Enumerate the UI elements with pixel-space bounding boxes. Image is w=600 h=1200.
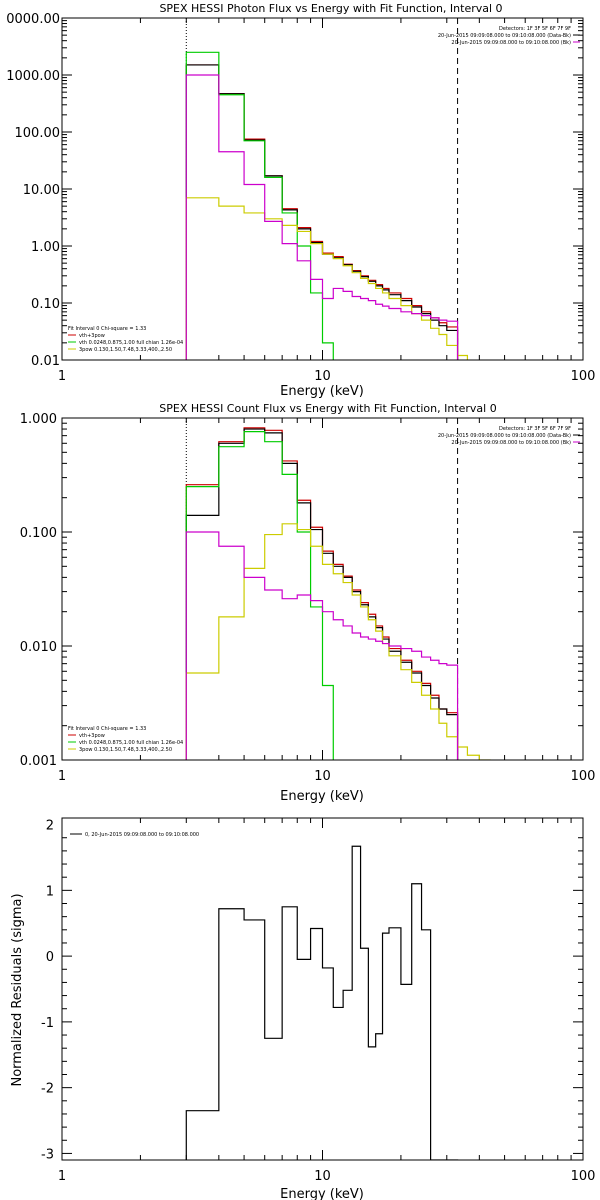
info-line: 20-Jun-2015 09:09:08.000 to 09:10:08.000…: [451, 440, 571, 446]
count-flux-xlabel: Energy (keV): [280, 789, 364, 804]
series-0-histogram: [185, 427, 459, 760]
y-tick-label: 0.010: [20, 640, 57, 655]
photon-flux-panel: SPEX HESSI Photon Flux vs Energy with Fi…: [6, 2, 595, 399]
legend-entry: 0, 20-Jun-2015 09:09:08.000 to 09:10:08.…: [85, 832, 199, 838]
photon-flux-marks: 1 10 100 0.01 0.10 1.00 10.00 100.00 1000.00 0000…: [6, 12, 595, 384]
x-tick-label: 1: [58, 1169, 66, 1184]
y-tick-label: 0000.00: [6, 12, 60, 27]
count-flux-panel: SPEX HESSI Count Flux vs Energy with Fit…: [20, 402, 596, 804]
legend-entry: vth 0.0248,0.875,1.00 full chian 1.26e-0…: [79, 340, 183, 346]
y-tick-label: 1.00: [31, 240, 60, 255]
series-1-histogram: [185, 428, 459, 760]
y-tick-label: 1000.00: [6, 69, 60, 84]
info-line: 20-Jun-2015 09:09:08.000 to 09:10:08.000…: [438, 433, 571, 439]
x-tick-label: 10: [314, 369, 331, 384]
series-4-histogram: [185, 74, 459, 360]
y-tick-label: 1: [46, 884, 54, 899]
y-tick-label: -3: [41, 1147, 54, 1162]
residuals-xlabel: Energy (keV): [280, 1187, 364, 1200]
legend-entry: 3pow 0.130,1.50,7.48,3.33,400.,2.50: [79, 347, 172, 353]
residuals-marks: 1 10 100 -3 -2 -1 0 1 2 0, 20-Jun-2015 09:09:08.0…: [41, 818, 595, 1184]
legend-entry: vth+3pow: [79, 733, 105, 739]
residuals-axes-frame: [61, 817, 584, 1161]
y-tick-label: 2: [46, 819, 54, 834]
x-tick-label: 100: [571, 369, 596, 384]
y-tick-label: 0.001: [20, 754, 57, 769]
y-tick-label: -2: [41, 1082, 54, 1097]
y-tick-label: -1: [41, 1016, 54, 1031]
series-2-histogram: [185, 430, 334, 760]
series-4-histogram: [185, 531, 459, 760]
y-tick-label: 100.00: [15, 126, 61, 141]
y-tick-label: 0.10: [31, 297, 60, 312]
y-tick-label: 1.000: [20, 412, 57, 427]
residuals-panel: 1 10 100 -3 -2 -1 0 1 2 0, 20-Jun-2015 09:09:08.0…: [10, 817, 595, 1200]
x-tick-label: 100: [571, 1169, 596, 1184]
legend-entry: Fit Interval 0 Chi-square = 1.33: [68, 726, 146, 732]
legend-entry: 3pow 0.130,1.50,7.48,3.33,400.,2.50: [79, 747, 172, 753]
x-tick-label: 1: [58, 369, 66, 384]
photon-flux-xlabel: Energy (keV): [280, 384, 364, 399]
info-line: Detectors: 1F 3F 5F 6F 7F 9F: [499, 26, 571, 32]
info-line: Detectors: 1F 3F 5F 6F 7F 9F: [499, 426, 571, 432]
y-tick-label: 0.01: [31, 354, 60, 369]
count-flux-marks: 1 10 100 0.001 0.010 0.100 1.000 Detectors: 1F …: [20, 412, 596, 784]
series-2-histogram: [185, 51, 334, 360]
x-tick-label: 10: [314, 1169, 331, 1184]
series-0-histogram: [185, 845, 459, 1160]
legend-entry: Fit Interval 0 Chi-square = 1.33: [68, 326, 146, 332]
legend-entry: vth+3pow: [79, 333, 105, 339]
series-3-histogram: [185, 523, 491, 760]
legend-entry: vth 0.0248,0.875,1.00 full chian 1.26e-0…: [79, 740, 183, 746]
x-tick-label: 10: [314, 769, 331, 784]
photon-flux-title: SPEX HESSI Photon Flux vs Energy with Fi…: [159, 2, 502, 15]
x-tick-label: 100: [571, 769, 596, 784]
series-3-histogram: [185, 197, 469, 360]
y-tick-label: 0: [46, 950, 54, 965]
count-flux-axes-frame: [61, 417, 584, 761]
photon-flux-axes-frame: [61, 17, 584, 361]
count-flux-title: SPEX HESSI Count Flux vs Energy with Fit…: [159, 402, 496, 415]
info-line: 20-Jun-2015 09:09:08.000 to 09:10:08.000…: [451, 40, 571, 46]
info-line: 20-Jun-2015 09:09:08.000 to 09:10:08.000…: [438, 33, 571, 39]
residuals-ylabel: Normalized Residuals (sigma): [10, 893, 25, 1086]
x-tick-label: 1: [58, 769, 66, 784]
y-tick-label: 0.100: [20, 526, 57, 541]
y-tick-label: 10.00: [23, 183, 60, 198]
